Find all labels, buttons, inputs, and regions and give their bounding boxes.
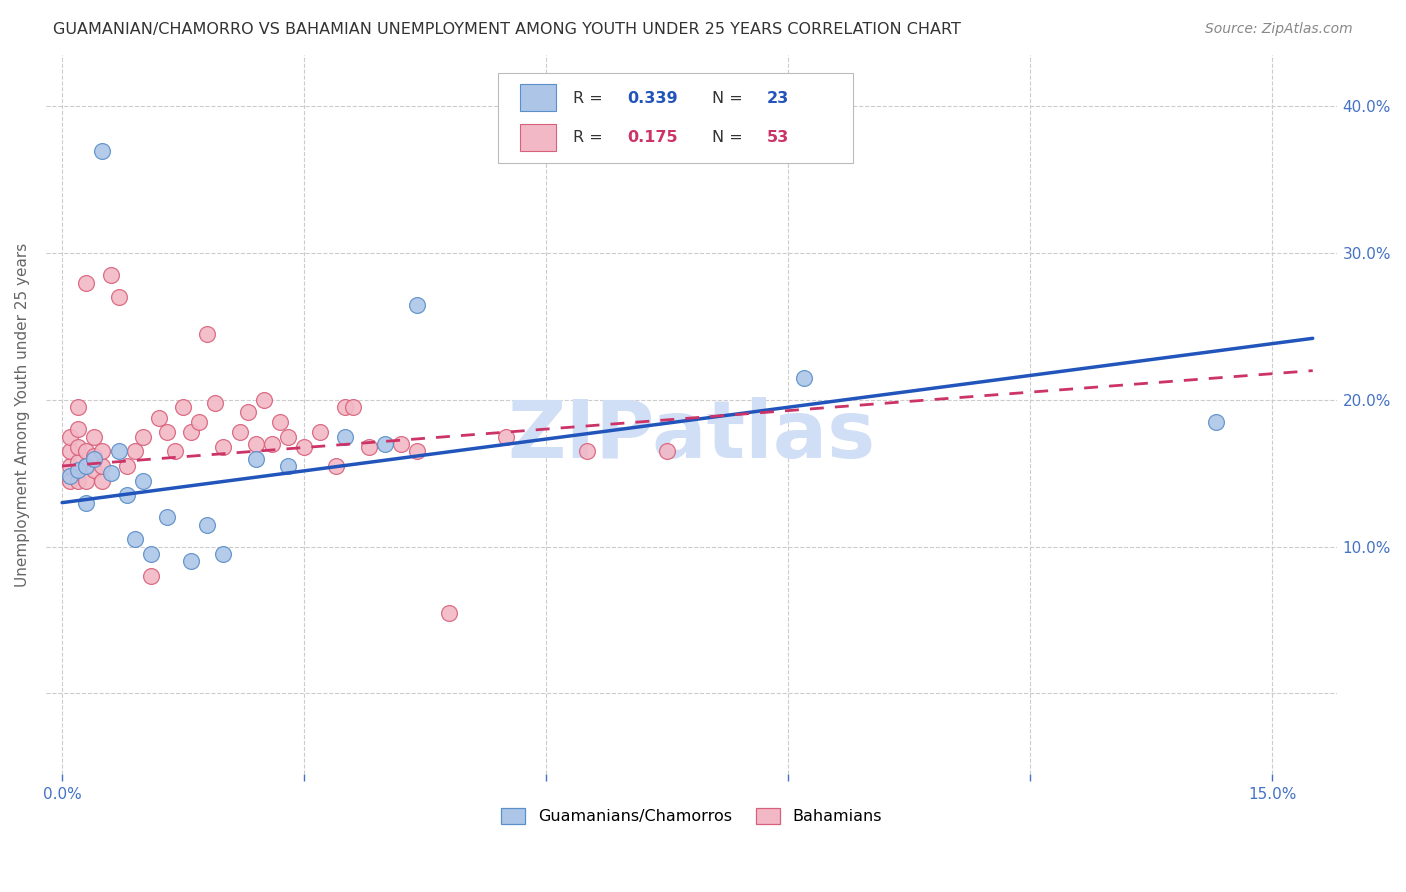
Text: 23: 23: [766, 91, 789, 106]
Point: [75, 444, 97, 458]
Text: ZIPatlas: ZIPatlas: [508, 397, 876, 475]
Point: [195, 517, 218, 532]
Point: [228, 425, 250, 440]
Point: [148, 410, 170, 425]
Point: [83, 449, 105, 463]
Point: [389, 437, 412, 451]
Point: [309, 425, 332, 440]
Point: [245, 451, 267, 466]
Point: [83, 463, 105, 477]
Point: [75, 496, 97, 510]
Point: [342, 401, 364, 415]
Point: [124, 444, 146, 458]
Point: [59, 469, 82, 483]
Point: [793, 371, 815, 385]
Point: [406, 444, 429, 458]
Point: [212, 440, 235, 454]
Point: [495, 430, 517, 444]
Text: R =: R =: [572, 129, 607, 145]
Point: [107, 444, 129, 458]
Text: Source: ZipAtlas.com: Source: ZipAtlas.com: [1205, 22, 1353, 37]
Point: [657, 444, 679, 458]
Point: [260, 437, 283, 451]
Point: [292, 440, 315, 454]
Legend: Guamanians/Chamorros, Bahamians: Guamanians/Chamorros, Bahamians: [495, 802, 889, 830]
Point: [575, 444, 598, 458]
Point: [83, 451, 105, 466]
Point: [67, 474, 90, 488]
FancyBboxPatch shape: [498, 73, 853, 163]
Point: [195, 326, 218, 341]
Point: [188, 415, 211, 429]
Point: [139, 569, 162, 583]
FancyBboxPatch shape: [520, 84, 555, 112]
Point: [67, 422, 90, 436]
Point: [124, 533, 146, 547]
Text: 53: 53: [766, 129, 789, 145]
Point: [132, 474, 155, 488]
Point: [100, 467, 122, 481]
Point: [83, 430, 105, 444]
Point: [172, 401, 194, 415]
Point: [100, 268, 122, 283]
Point: [406, 297, 429, 311]
Point: [277, 430, 299, 444]
Point: [107, 290, 129, 304]
Point: [132, 430, 155, 444]
Point: [91, 444, 114, 458]
Point: [75, 458, 97, 473]
Point: [374, 437, 396, 451]
Point: [75, 474, 97, 488]
Point: [204, 396, 226, 410]
Point: [91, 458, 114, 473]
Point: [357, 440, 380, 454]
Text: N =: N =: [711, 91, 748, 106]
Point: [439, 606, 461, 620]
Point: [236, 405, 259, 419]
Point: [115, 488, 138, 502]
Point: [67, 454, 90, 468]
Point: [139, 547, 162, 561]
Point: [253, 392, 276, 407]
Point: [75, 458, 97, 473]
Point: [67, 463, 90, 477]
Point: [91, 144, 114, 158]
Point: [333, 401, 356, 415]
Point: [59, 458, 82, 473]
Point: [245, 437, 267, 451]
Point: [1205, 415, 1227, 429]
Point: [180, 554, 202, 568]
Point: [333, 430, 356, 444]
Point: [277, 458, 299, 473]
Point: [75, 276, 97, 290]
Point: [156, 510, 179, 524]
Text: GUAMANIAN/CHAMORRO VS BAHAMIAN UNEMPLOYMENT AMONG YOUTH UNDER 25 YEARS CORRELATI: GUAMANIAN/CHAMORRO VS BAHAMIAN UNEMPLOYM…: [53, 22, 962, 37]
Point: [156, 425, 179, 440]
Text: 0.175: 0.175: [627, 129, 678, 145]
FancyBboxPatch shape: [520, 124, 555, 151]
Point: [59, 430, 82, 444]
Point: [67, 440, 90, 454]
Point: [67, 401, 90, 415]
Point: [115, 458, 138, 473]
Point: [91, 474, 114, 488]
Text: N =: N =: [711, 129, 748, 145]
Point: [180, 425, 202, 440]
Point: [212, 547, 235, 561]
Point: [269, 415, 291, 429]
Text: 0.339: 0.339: [627, 91, 678, 106]
Point: [325, 458, 347, 473]
Text: R =: R =: [572, 91, 607, 106]
Point: [59, 444, 82, 458]
Y-axis label: Unemployment Among Youth under 25 years: Unemployment Among Youth under 25 years: [15, 243, 30, 587]
Point: [165, 444, 187, 458]
Point: [59, 474, 82, 488]
